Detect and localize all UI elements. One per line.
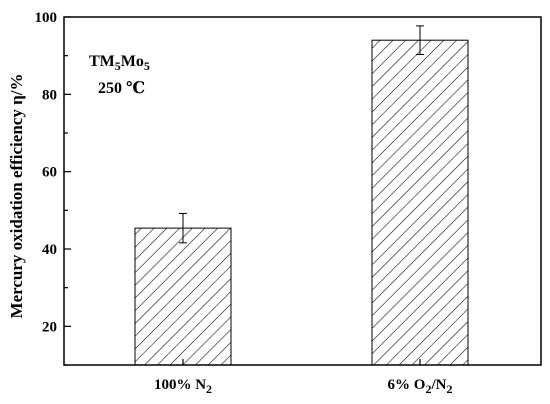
y-tick-label: 80: [42, 87, 57, 103]
annotation: TM5Mo5 250 ℃: [89, 53, 150, 97]
axes-layer: [63, 16, 542, 366]
y-tick-label: 40: [42, 242, 57, 258]
y-tick-label: 60: [42, 165, 57, 181]
x-category-label-0: 100% N2: [154, 377, 212, 396]
error-bars-layer: [179, 25, 424, 244]
bar-1: [371, 39, 469, 366]
error-bar-0: [179, 212, 187, 244]
y-tick-label: 100: [35, 10, 58, 26]
x-labels-layer: 100% N2 6% O2/N2: [154, 377, 453, 396]
bars-layer: [134, 39, 469, 366]
plot-frame: [63, 16, 542, 366]
x-category-label-1: 6% O2/N2: [388, 377, 453, 396]
bar-0: [134, 227, 232, 366]
error-bar-1: [416, 25, 424, 56]
y-axis-label: Mercury oxidation efficiency η/%: [7, 74, 26, 319]
annotation-material: TM5Mo5: [89, 53, 150, 73]
annotation-temperature: 250 ℃: [98, 80, 145, 97]
y-ticks-layer: 20 40 60 80 100: [35, 10, 421, 366]
y-tick-label: 20: [42, 319, 57, 335]
